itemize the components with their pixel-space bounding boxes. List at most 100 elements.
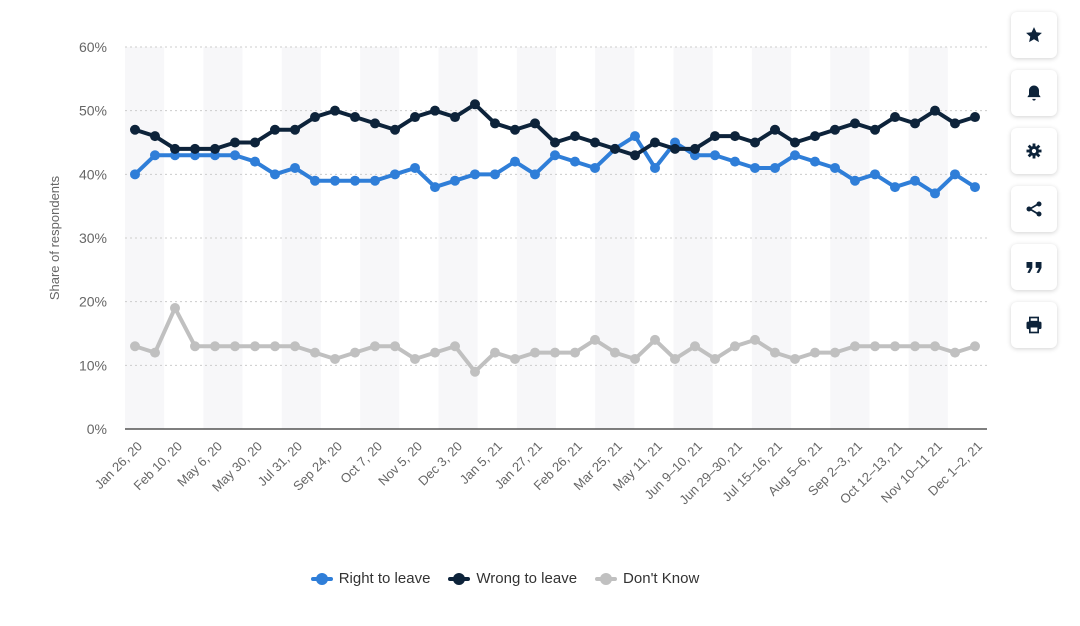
data-point-wrong-to-leave[interactable] (890, 112, 900, 123)
data-point-don-t-know[interactable] (890, 341, 900, 352)
data-point-wrong-to-leave[interactable] (490, 118, 500, 129)
data-point-wrong-to-leave[interactable] (530, 118, 540, 129)
data-point-right-to-leave[interactable] (430, 182, 440, 193)
data-point-right-to-leave[interactable] (230, 150, 240, 161)
data-point-don-t-know[interactable] (330, 353, 340, 364)
data-point-don-t-know[interactable] (350, 347, 360, 358)
data-point-right-to-leave[interactable] (310, 175, 320, 186)
data-point-right-to-leave[interactable] (150, 150, 160, 161)
data-point-right-to-leave[interactable] (330, 175, 340, 186)
data-point-don-t-know[interactable] (550, 347, 560, 358)
data-point-wrong-to-leave[interactable] (850, 118, 860, 129)
data-point-right-to-leave[interactable] (130, 169, 140, 180)
data-point-don-t-know[interactable] (770, 347, 780, 358)
data-point-right-to-leave[interactable] (710, 150, 720, 161)
legend-item-right-to-leave[interactable]: Right to leave (310, 570, 430, 587)
legend-item-wrong-to-leave[interactable]: Wrong to leave (448, 570, 577, 587)
data-point-wrong-to-leave[interactable] (170, 143, 180, 154)
data-point-wrong-to-leave[interactable] (210, 143, 220, 154)
data-point-don-t-know[interactable] (850, 341, 860, 352)
data-point-right-to-leave[interactable] (830, 162, 840, 173)
data-point-right-to-leave[interactable] (390, 169, 400, 180)
data-point-wrong-to-leave[interactable] (950, 118, 960, 129)
data-point-wrong-to-leave[interactable] (130, 124, 140, 135)
data-point-don-t-know[interactable] (830, 347, 840, 358)
data-point-right-to-leave[interactable] (550, 150, 560, 161)
data-point-wrong-to-leave[interactable] (390, 124, 400, 135)
data-point-wrong-to-leave[interactable] (350, 112, 360, 123)
data-point-don-t-know[interactable] (790, 353, 800, 364)
data-point-wrong-to-leave[interactable] (470, 99, 480, 110)
data-point-wrong-to-leave[interactable] (310, 112, 320, 123)
data-point-wrong-to-leave[interactable] (590, 137, 600, 148)
data-point-wrong-to-leave[interactable] (330, 105, 340, 116)
data-point-don-t-know[interactable] (310, 347, 320, 358)
data-point-right-to-leave[interactable] (630, 131, 640, 142)
print-button[interactable] (1011, 302, 1057, 348)
data-point-don-t-know[interactable] (190, 341, 200, 352)
data-point-don-t-know[interactable] (210, 341, 220, 352)
data-point-wrong-to-leave[interactable] (630, 150, 640, 161)
data-point-don-t-know[interactable] (450, 341, 460, 352)
data-point-wrong-to-leave[interactable] (610, 143, 620, 154)
data-point-wrong-to-leave[interactable] (690, 143, 700, 154)
data-point-wrong-to-leave[interactable] (650, 137, 660, 148)
data-point-don-t-know[interactable] (610, 347, 620, 358)
data-point-don-t-know[interactable] (910, 341, 920, 352)
data-point-right-to-leave[interactable] (870, 169, 880, 180)
data-point-wrong-to-leave[interactable] (750, 137, 760, 148)
data-point-wrong-to-leave[interactable] (830, 124, 840, 135)
data-point-don-t-know[interactable] (750, 334, 760, 345)
data-point-right-to-leave[interactable] (930, 188, 940, 199)
data-point-right-to-leave[interactable] (910, 175, 920, 186)
data-point-don-t-know[interactable] (650, 334, 660, 345)
data-point-right-to-leave[interactable] (350, 175, 360, 186)
data-point-don-t-know[interactable] (390, 341, 400, 352)
data-point-right-to-leave[interactable] (510, 156, 520, 167)
data-point-wrong-to-leave[interactable] (930, 105, 940, 116)
data-point-don-t-know[interactable] (270, 341, 280, 352)
data-point-wrong-to-leave[interactable] (370, 118, 380, 129)
data-point-don-t-know[interactable] (590, 334, 600, 345)
data-point-don-t-know[interactable] (510, 353, 520, 364)
data-point-right-to-leave[interactable] (290, 162, 300, 173)
data-point-wrong-to-leave[interactable] (870, 124, 880, 135)
data-point-wrong-to-leave[interactable] (150, 131, 160, 142)
data-point-wrong-to-leave[interactable] (810, 131, 820, 142)
favorite-button[interactable] (1011, 12, 1057, 58)
data-point-don-t-know[interactable] (490, 347, 500, 358)
data-point-don-t-know[interactable] (430, 347, 440, 358)
legend-item-dont-know[interactable]: Don't Know (595, 570, 699, 587)
data-point-right-to-leave[interactable] (810, 156, 820, 167)
data-point-don-t-know[interactable] (730, 341, 740, 352)
data-point-don-t-know[interactable] (250, 341, 260, 352)
data-point-right-to-leave[interactable] (530, 169, 540, 180)
data-point-don-t-know[interactable] (950, 347, 960, 358)
data-point-don-t-know[interactable] (570, 347, 580, 358)
data-point-wrong-to-leave[interactable] (230, 137, 240, 148)
data-point-wrong-to-leave[interactable] (570, 131, 580, 142)
data-point-right-to-leave[interactable] (950, 169, 960, 180)
data-point-right-to-leave[interactable] (890, 182, 900, 193)
data-point-don-t-know[interactable] (370, 341, 380, 352)
data-point-don-t-know[interactable] (870, 341, 880, 352)
data-point-don-t-know[interactable] (230, 341, 240, 352)
data-point-right-to-leave[interactable] (770, 162, 780, 173)
data-point-don-t-know[interactable] (810, 347, 820, 358)
data-point-right-to-leave[interactable] (410, 162, 420, 173)
data-point-wrong-to-leave[interactable] (710, 131, 720, 142)
data-point-wrong-to-leave[interactable] (510, 124, 520, 135)
data-point-right-to-leave[interactable] (850, 175, 860, 186)
data-point-don-t-know[interactable] (410, 353, 420, 364)
data-point-wrong-to-leave[interactable] (770, 124, 780, 135)
data-point-don-t-know[interactable] (170, 303, 180, 314)
data-point-don-t-know[interactable] (670, 353, 680, 364)
data-point-right-to-leave[interactable] (450, 175, 460, 186)
data-point-right-to-leave[interactable] (270, 169, 280, 180)
data-point-right-to-leave[interactable] (590, 162, 600, 173)
data-point-don-t-know[interactable] (690, 341, 700, 352)
data-point-wrong-to-leave[interactable] (730, 131, 740, 142)
data-point-right-to-leave[interactable] (650, 162, 660, 173)
data-point-wrong-to-leave[interactable] (270, 124, 280, 135)
data-point-don-t-know[interactable] (290, 341, 300, 352)
